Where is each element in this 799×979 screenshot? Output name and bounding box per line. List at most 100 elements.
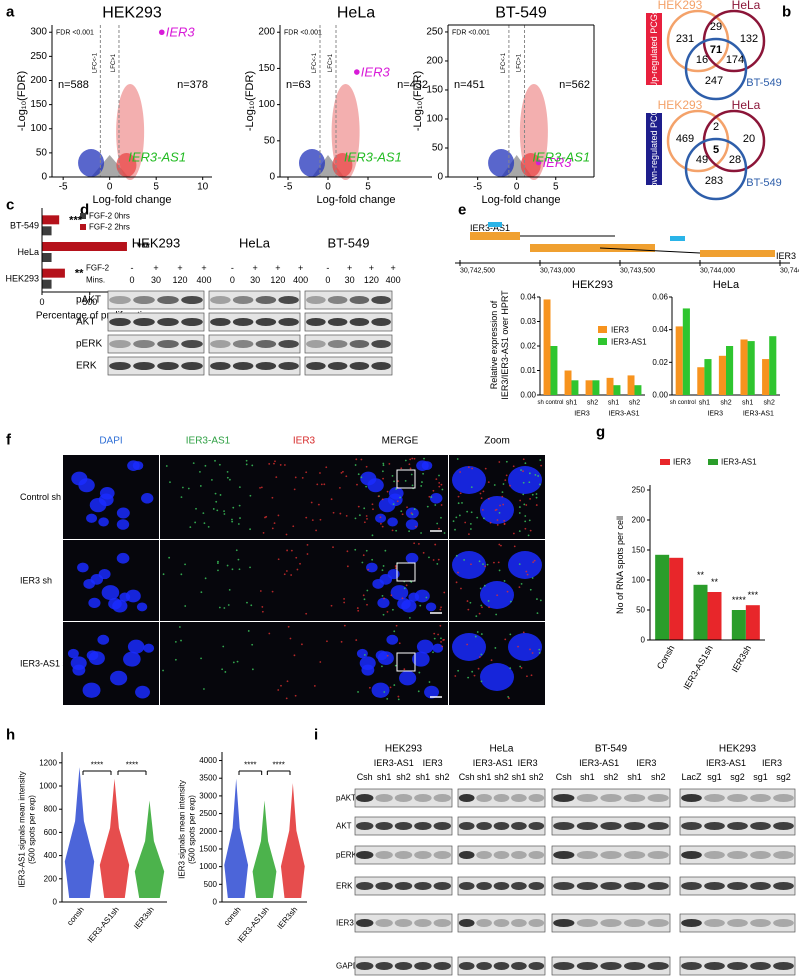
rna-spot <box>438 527 440 530</box>
rna-spot <box>301 643 303 646</box>
legend-swatch <box>598 338 607 345</box>
row-header: FGF-2 <box>86 264 110 273</box>
rna-spot <box>487 600 490 602</box>
blot-band <box>476 962 492 970</box>
blot-row-label: AKT <box>76 317 95 328</box>
bar <box>731 610 746 640</box>
blot-band <box>210 340 231 348</box>
blot-band <box>278 362 299 370</box>
venn-count: 16 <box>696 54 708 66</box>
dot-cloud <box>64 767 95 898</box>
y-tick-label: 0.02 <box>652 358 668 367</box>
rna-spot <box>410 512 413 515</box>
rna-spot <box>529 648 531 651</box>
rna-spot <box>339 486 341 489</box>
lfc-label: LFC<-1 <box>501 52 507 73</box>
blot-strip <box>679 913 796 933</box>
rna-spot <box>397 480 400 482</box>
rna-spot <box>497 561 500 564</box>
rna-spot <box>502 483 505 485</box>
rna-spot <box>443 532 446 534</box>
bar <box>585 380 593 395</box>
rna-spot <box>357 609 360 612</box>
blot-strip <box>208 356 301 376</box>
rna-spot <box>203 522 206 525</box>
rna-spot <box>357 473 360 476</box>
rna-spot <box>498 569 501 572</box>
rna-spot <box>286 549 289 552</box>
blot-row-label: pAKT <box>336 794 356 803</box>
rna-spot <box>229 478 231 481</box>
count-label: n=588 <box>58 79 89 91</box>
rna-spot <box>315 529 318 532</box>
rna-spot <box>363 521 366 524</box>
rna-spot <box>310 501 313 504</box>
rna-spot <box>317 503 320 506</box>
coordinate-label: 30,743,000 <box>540 268 575 275</box>
coordinate-label: 30,742,500 <box>460 268 495 275</box>
rna-spot <box>227 604 230 606</box>
row-label: IER3 sh <box>20 576 52 586</box>
rna-spot <box>226 564 229 567</box>
time-label: 400 <box>196 275 211 285</box>
legend-label: IER3 <box>673 458 691 467</box>
blot-strip <box>304 356 393 376</box>
rna-spot <box>295 556 298 559</box>
rna-spot <box>316 483 319 486</box>
legend-swatch <box>80 224 86 230</box>
rna-spot <box>393 480 395 483</box>
time-label: 0 <box>230 275 235 285</box>
exon <box>530 244 655 252</box>
blot-band <box>371 362 391 370</box>
rna-spot <box>360 476 363 479</box>
category-label: IER3sh <box>132 905 156 931</box>
rna-spot <box>223 510 225 513</box>
probe <box>488 222 502 227</box>
blot-band <box>133 296 155 304</box>
rna-spot <box>479 587 482 590</box>
blot-band <box>210 296 231 304</box>
rna-spot <box>520 469 522 471</box>
y-tick-label: 0 <box>641 636 646 645</box>
rna-spot <box>217 560 219 563</box>
rna-spot <box>393 684 396 686</box>
rna-spot <box>408 463 411 466</box>
rna-spot <box>339 512 342 515</box>
rna-spot <box>417 690 420 693</box>
blot-band <box>727 919 748 927</box>
rna-spot <box>522 493 525 496</box>
rna-spot <box>480 633 483 635</box>
rna-spot <box>379 516 382 519</box>
lane-label: Csh <box>556 772 572 782</box>
time-label: 30 <box>151 275 161 285</box>
rna-spot <box>285 570 288 572</box>
rna-spot <box>478 656 481 658</box>
y-tick-label: 200 <box>258 27 275 38</box>
blot-band <box>375 822 393 830</box>
rna-spot <box>463 559 466 561</box>
y-axis-label: No of RNA spots per cell <box>615 516 625 614</box>
legend-label: IER3 <box>611 326 629 335</box>
y-tick-label: 0.00 <box>520 391 536 400</box>
blot-band <box>750 794 771 802</box>
rna-spot <box>399 496 402 499</box>
rna-spot <box>481 606 483 609</box>
nucleus <box>414 589 430 603</box>
rna-spot <box>261 606 264 608</box>
rna-spot <box>528 472 531 475</box>
venn-count: 231 <box>676 33 694 45</box>
blot-band <box>433 919 452 927</box>
rna-spot <box>529 588 532 591</box>
blot-band <box>773 822 794 830</box>
y-tick-label: 150 <box>258 63 275 74</box>
rna-spot <box>365 485 368 488</box>
blot-strip <box>107 334 205 354</box>
rna-spot <box>439 608 442 611</box>
rna-spot <box>397 695 400 698</box>
rna-spot <box>503 519 506 522</box>
nucleus <box>132 461 144 471</box>
rna-spot <box>531 652 534 654</box>
blot-band <box>375 851 393 859</box>
rna-spot <box>273 522 276 525</box>
blot-band <box>750 919 771 927</box>
